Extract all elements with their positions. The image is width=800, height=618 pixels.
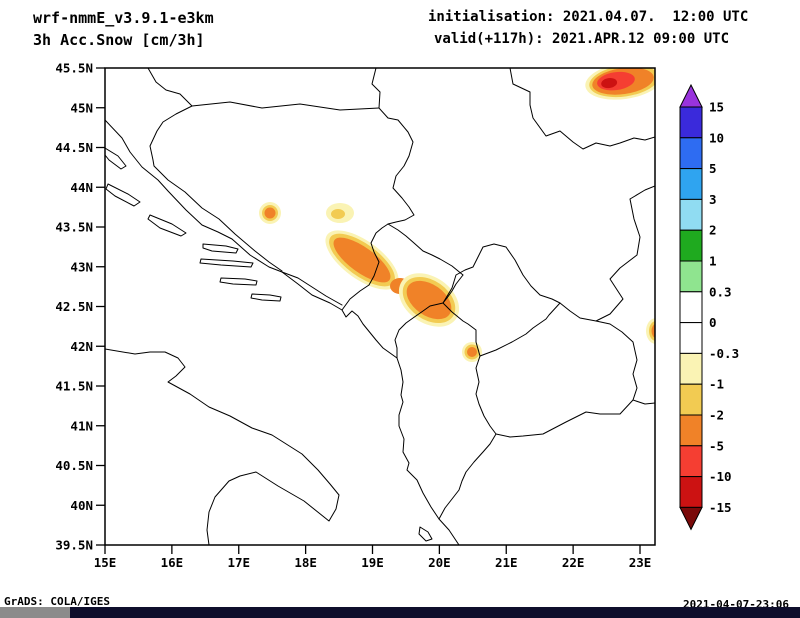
border-serbia-west-drina	[371, 68, 415, 225]
x-axis-tick-label: 23E	[629, 555, 652, 570]
coastline-italy	[105, 348, 340, 545]
colorbar-label: -5	[709, 438, 724, 453]
border-bulgaria-greece	[632, 399, 655, 405]
x-axis-tick-label: 19E	[361, 555, 384, 570]
geography-layer	[105, 68, 655, 545]
colorbar-arrow-top	[679, 83, 703, 108]
x-axis-tick-label: 21E	[495, 555, 518, 570]
valid-time: valid(+117h): 2021.APR.12 09:00 UTC	[434, 31, 730, 47]
colorbar-label: 1	[709, 254, 717, 269]
snow-shading-layer	[259, 68, 655, 362]
colorbar-label: -15	[709, 500, 732, 515]
border-serbia-bulgaria	[595, 185, 655, 322]
product-name: 3h Acc.Snow [cm/3h]	[33, 31, 205, 49]
border-north-macedonia	[475, 302, 638, 438]
colorbar-segment	[679, 198, 703, 231]
x-axis-tick-label: 22E	[562, 555, 585, 570]
y-axis-tick-label: 45.5N	[55, 61, 93, 76]
adriatic-islands	[105, 147, 433, 542]
colorbar-segment	[679, 168, 703, 200]
x-axis-tick-label: 15E	[94, 555, 117, 570]
border-montenegro-kosovo-albania	[394, 274, 464, 359]
axes: 45.5N 45N 44.5N 44N 43.5N 43N 42.5N 42N 41.5N 41N…	[55, 61, 651, 571]
colorbar-segment	[679, 352, 703, 385]
colorbar-label: -10	[709, 469, 732, 484]
snow-gold	[331, 209, 345, 219]
snow-orange	[651, 324, 655, 338]
taskbar-left-segment[interactable]	[0, 607, 70, 618]
snow-orange	[406, 280, 452, 320]
colorbar-segment	[679, 322, 703, 354]
colorbar: 15 10 5 3 2 1 0.3 0 -0.3 -1 -2 -5 -10 -15	[679, 83, 739, 531]
colorbar-label: -1	[709, 377, 724, 392]
x-axis-tick-label: 20E	[428, 555, 451, 570]
snow-cell-montenegro	[398, 273, 460, 327]
colorbar-label: -0.3	[709, 346, 739, 361]
colorbar-segment	[679, 476, 703, 508]
colorbar-segment	[679, 414, 703, 447]
colorbar-label: 2	[709, 223, 717, 238]
colorbar-segment	[679, 137, 703, 170]
border-montenegro-serbia	[387, 223, 464, 276]
grads-credit: GrADS: COLA/IGES	[4, 595, 110, 608]
border-bosnia-montenegro	[341, 223, 389, 311]
colorbar-label: 10	[709, 130, 724, 145]
colorbar-label: 0.3	[709, 284, 732, 299]
y-axis-tick-label: 44.5N	[55, 140, 93, 155]
y-axis-tick-label: 43N	[70, 259, 93, 274]
colorbar-segment	[679, 106, 703, 139]
y-axis-tick-label: 39.5N	[55, 538, 93, 553]
y-axis-tick-label: 43.5N	[55, 220, 93, 235]
y-axis-tick-label: 45N	[70, 100, 93, 115]
x-axis-tick-label: 18E	[294, 555, 317, 570]
colorbar-arrow-bottom	[679, 506, 703, 531]
map-frame	[104, 67, 656, 546]
snow-sliver-east-edge	[646, 318, 655, 344]
coastline-adriatic-east	[105, 119, 460, 545]
colorbar-segment	[679, 260, 703, 293]
colorbar-segment	[679, 383, 703, 416]
snow-cell-northeast	[585, 68, 655, 100]
border-albania-greece	[438, 433, 497, 520]
border-croatia-bosnia	[147, 68, 380, 306]
colorbar-label: 0	[709, 315, 717, 330]
border-serbia-romania-danube	[509, 68, 655, 150]
bottom-taskbar-strip[interactable]	[0, 607, 800, 618]
colorbar-segment	[679, 229, 703, 262]
colorbar-segment	[679, 291, 703, 324]
snow-darkred-core	[601, 78, 618, 89]
border-kosovo	[442, 243, 561, 357]
y-axis-tick-label: 40N	[70, 498, 93, 513]
y-axis-tick-label: 42N	[70, 339, 93, 354]
snow-orange	[264, 207, 276, 219]
snow-gold	[649, 321, 655, 341]
model-name: wrf-nmmE_v3.9.1-e3km	[33, 9, 214, 27]
colorbar-label: 15	[709, 100, 724, 115]
init-time: initialisation: 2021.04.07. 12:00 UTC	[428, 9, 749, 25]
y-axis-tick-label: 42.5N	[55, 299, 93, 314]
snow-spot-bosnia	[259, 202, 281, 224]
y-axis-tick-label: 41.5N	[55, 379, 93, 394]
x-axis-tick-label: 16E	[161, 555, 184, 570]
colorbar-label: 3	[709, 192, 717, 207]
snow-patch-pale	[326, 203, 354, 223]
y-axis-tick-label: 44N	[70, 180, 93, 195]
x-axis-tick-label: 17E	[227, 555, 250, 570]
colorbar-label: 5	[709, 161, 717, 176]
colorbar-segment	[679, 445, 703, 478]
y-axis-tick-label: 40.5N	[55, 458, 93, 473]
y-axis-tick-label: 41N	[70, 418, 93, 433]
colorbar-label: -2	[709, 408, 724, 423]
snow-orange	[467, 347, 477, 357]
